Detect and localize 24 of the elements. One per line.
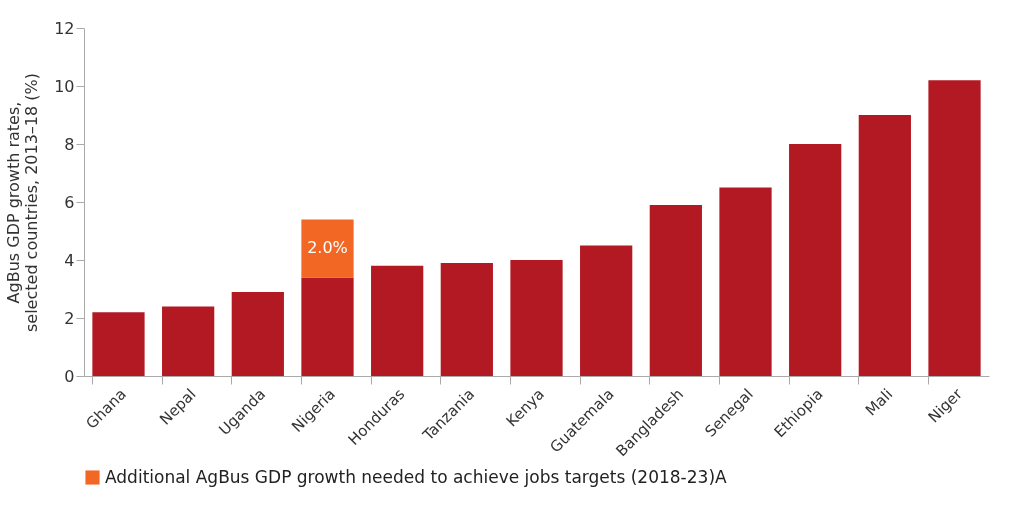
bar — [301, 219, 354, 278]
bar — [719, 187, 772, 376]
y-tick-label: 4 — [64, 250, 75, 270]
bar — [580, 245, 633, 376]
bar — [858, 115, 911, 376]
bar — [440, 262, 493, 376]
y-tick-label: 8 — [64, 134, 75, 154]
bar — [928, 80, 981, 376]
y-tick-label: 0 — [64, 366, 75, 386]
bar — [789, 144, 842, 376]
bar — [649, 204, 702, 376]
y-tick-label: 2 — [64, 308, 75, 328]
y-tick-label: 6 — [64, 192, 75, 212]
y-tick-label: 12 — [54, 18, 75, 38]
bar — [510, 260, 563, 376]
bar — [231, 291, 284, 376]
bar — [162, 306, 215, 376]
data-label: 2.0% — [307, 238, 348, 258]
y-tick-label: 10 — [54, 76, 75, 96]
bar — [92, 312, 145, 376]
bar — [371, 265, 424, 376]
y-axis-title: AgBus GDP growth rates, selected countries, 2013–18 (%) — [4, 73, 42, 332]
legend-label: Additional AgBus GDP growth needed to achieve jobs targets (2018-23)A — [105, 466, 728, 487]
bar — [301, 277, 354, 376]
